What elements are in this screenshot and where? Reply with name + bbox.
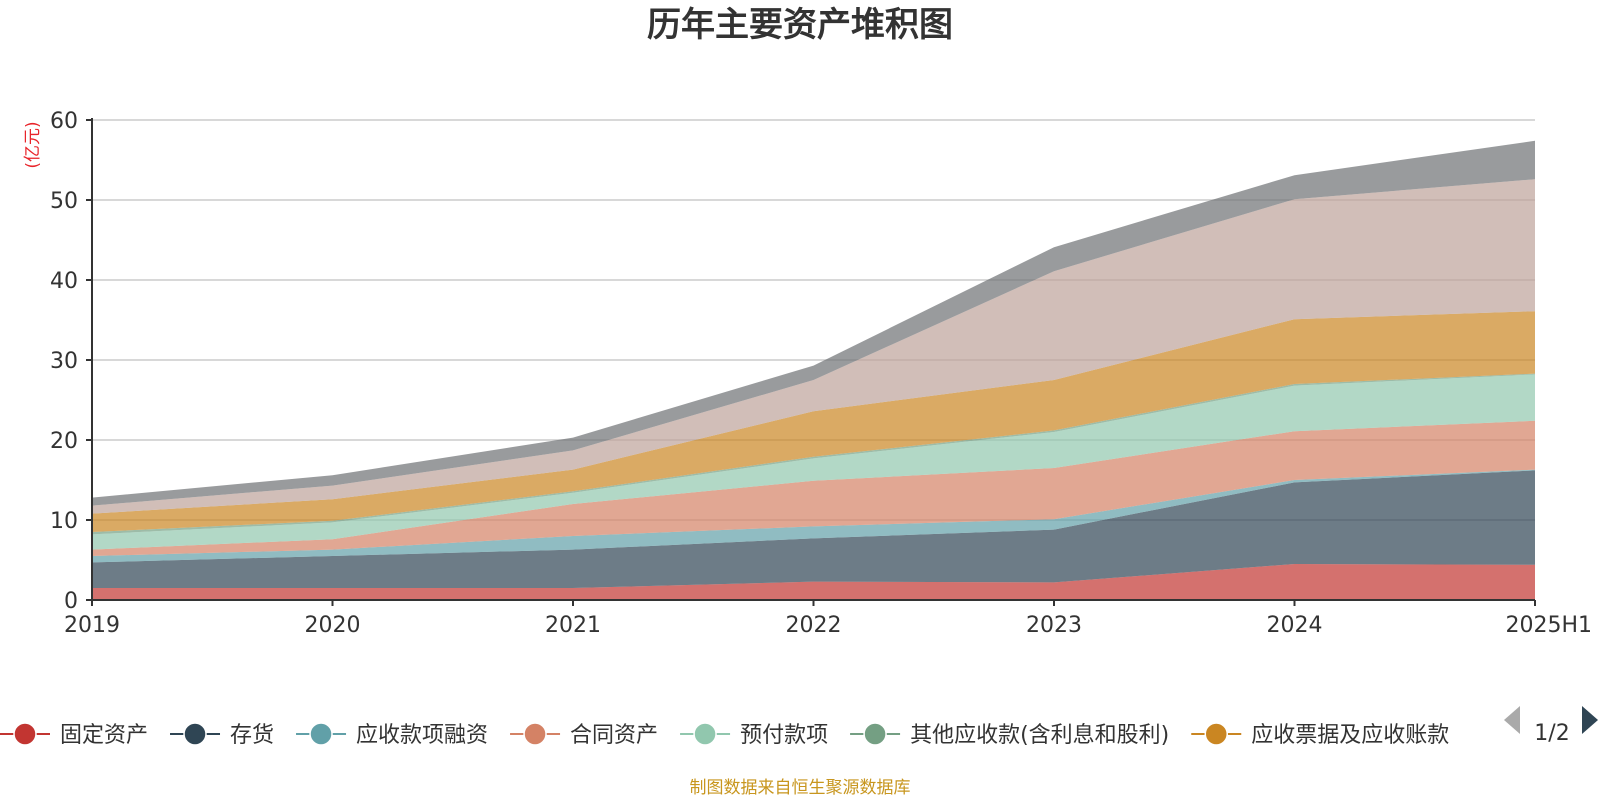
x-tick-label: 2023 [1026,613,1082,638]
legend-pager: 1/2 [1504,706,1598,746]
x-tick-labels: 2019 2020 2021 2022 2023 2024 2025H1 [64,613,1592,638]
y-tick-labels: 0 10 20 30 40 50 60 [50,109,78,614]
legend-circle-marker [863,722,887,746]
x-tick-label: 2021 [545,613,601,638]
data-source-note: 制图数据来自恒生聚源数据库 [690,778,911,798]
legend-circle-marker [13,722,37,746]
legend-next-icon[interactable] [1582,706,1598,734]
legend-circle-marker [309,722,333,746]
y-tick-label: 30 [50,349,78,374]
legend-label: 固定资产 [60,723,148,748]
legend-item[interactable]: 应收款项融资 [296,722,488,748]
area-series-0[interactable] [92,564,1535,600]
legend-item[interactable]: 其他应收款(含利息和股利) [850,722,1169,748]
x-tick-label: 2020 [305,613,361,638]
legend-circle-marker [183,722,207,746]
legend-circle-marker [693,722,717,746]
y-tick-label: 20 [50,429,78,454]
legend-item[interactable]: 预付款项 [680,722,828,748]
x-tick-label: 2022 [786,613,842,638]
x-tick-label: 2024 [1267,613,1323,638]
x-tick-label: 2019 [64,613,120,638]
legend-label: 合同资产 [570,723,658,748]
area-series-3[interactable] [92,420,1535,556]
legend-label: 应收款项融资 [356,723,488,748]
legend-item[interactable]: 存货 [170,722,274,748]
area-series-2[interactable] [92,469,1535,563]
chart-title: 历年主要资产堆积图 [647,5,953,45]
legend-circle-marker [1204,722,1228,746]
y-tick-label: 10 [50,509,78,534]
area-series-group [92,140,1535,600]
y-tick-label: 50 [50,189,78,214]
legend-label: 预付款项 [740,723,828,748]
legend-page-indicator: 1/2 [1534,721,1569,746]
area-series-1[interactable] [92,470,1535,588]
x-tick-label: 2025H1 [1505,613,1592,638]
y-tick-label: 40 [50,269,78,294]
legend-item[interactable]: 应收票据及应收账款 [1191,722,1449,748]
axes [86,118,1536,606]
area-series-4[interactable] [92,374,1535,550]
y-tick-label: 0 [64,589,78,614]
legend-circle-marker [523,722,547,746]
y-axis-unit-label: (亿元) [23,121,43,168]
legend-prev-icon[interactable] [1504,706,1520,734]
y-tick-label: 60 [50,109,78,134]
legend-item[interactable]: 合同资产 [510,722,658,748]
area-series-7[interactable] [92,179,1535,514]
legend-item[interactable]: 固定资产 [0,722,148,748]
legend[interactable]: 固定资产 存货 应收款项融资 合同资产 预付款项 其他应收款(含利息和股利) 应收票据及应收… [0,722,1449,748]
legend-items: 固定资产 存货 应收款项融资 合同资产 预付款项 其他应收款(含利息和股利) 应收票据及应收… [0,722,1449,748]
area-series-8[interactable] [92,140,1535,506]
legend-label: 应收票据及应收账款 [1251,723,1449,748]
legend-label: 存货 [230,723,274,748]
legend-label: 其他应收款(含利息和股利) [910,723,1169,748]
area-series-6[interactable] [92,311,1535,532]
